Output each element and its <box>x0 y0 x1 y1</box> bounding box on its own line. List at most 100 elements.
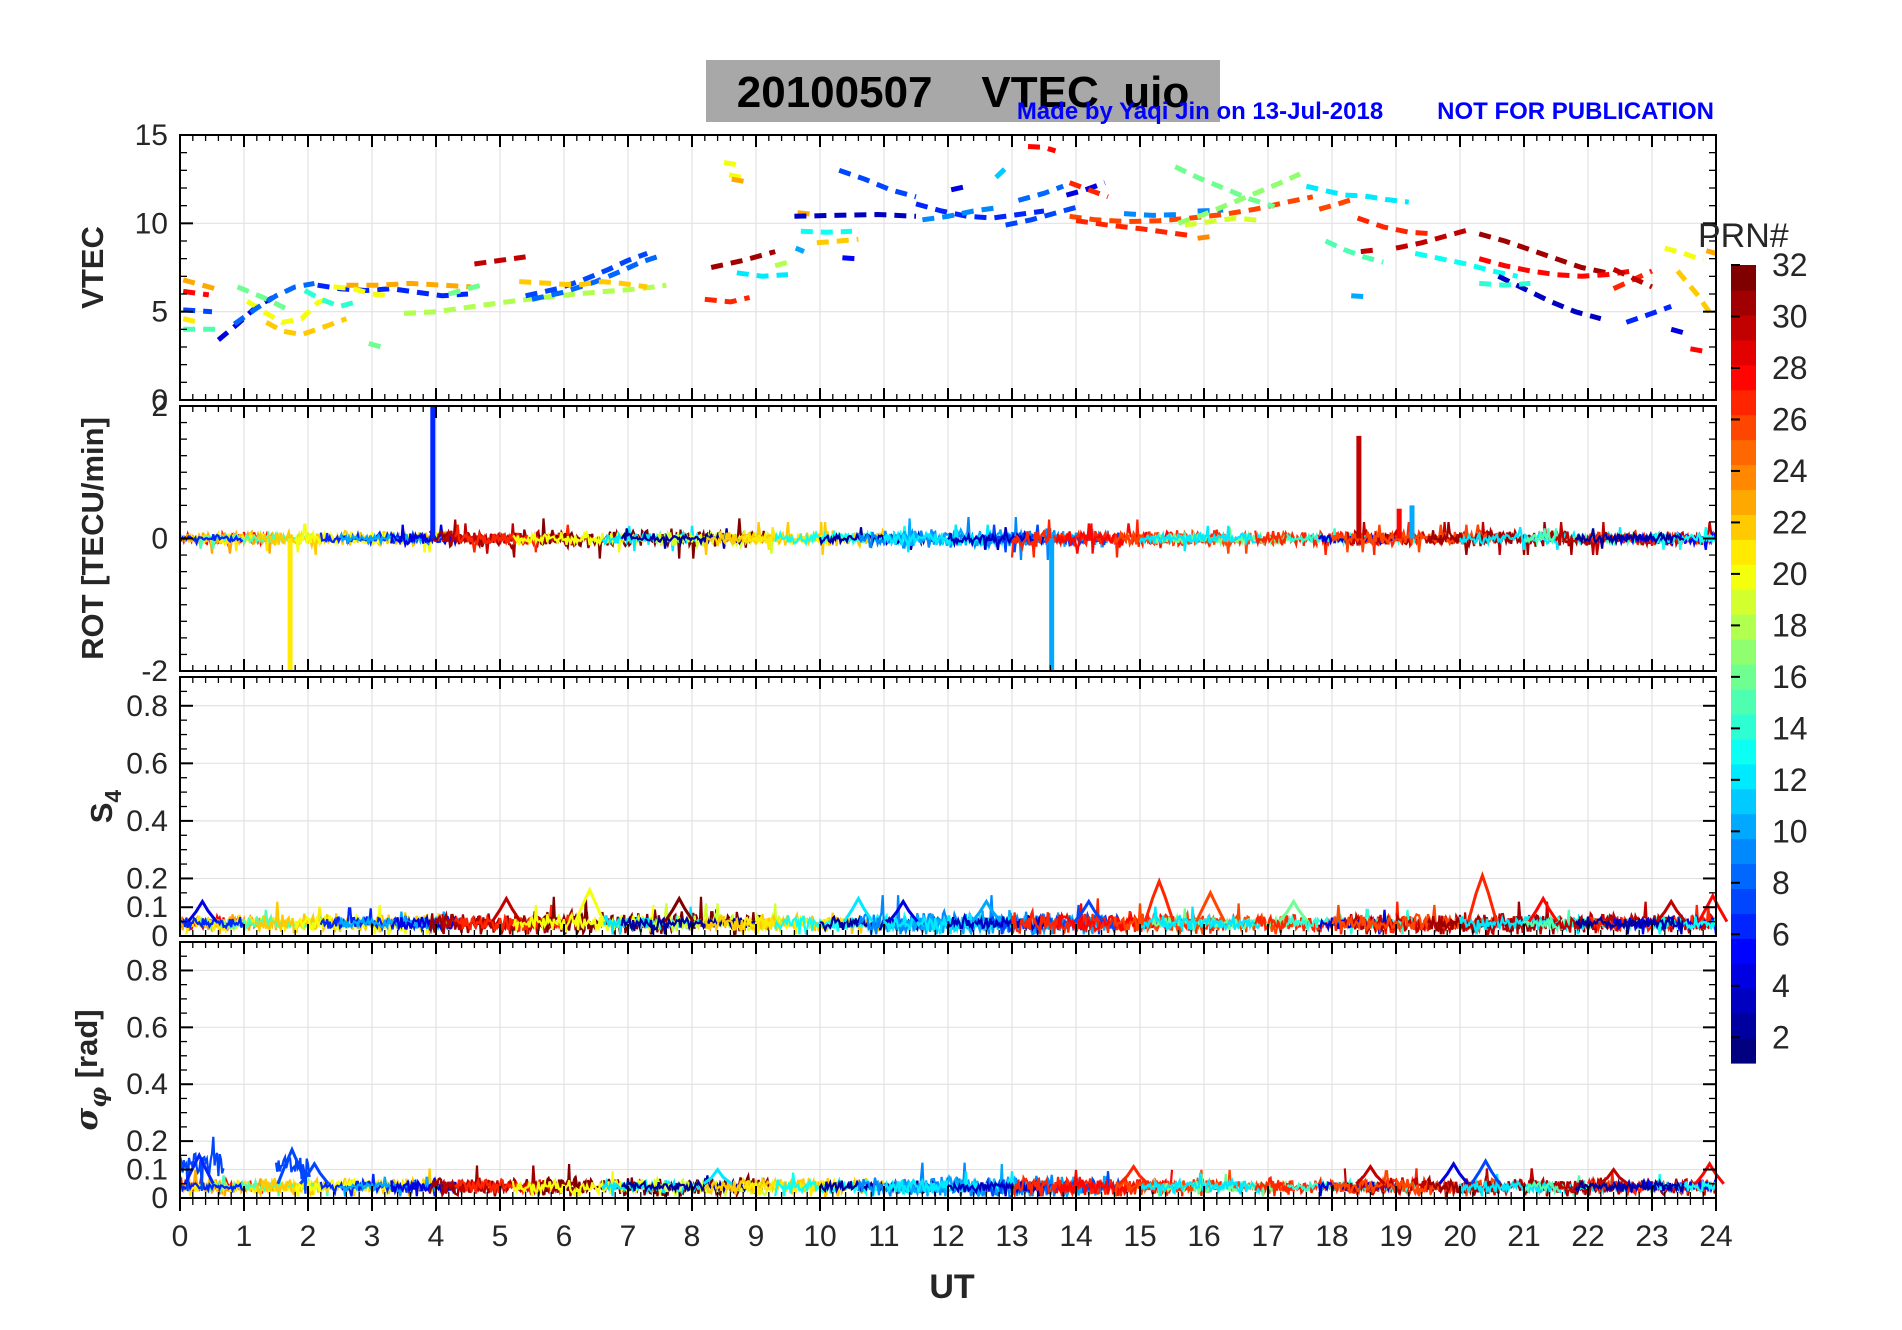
vtec-series <box>774 257 796 269</box>
vtec-series <box>723 159 739 168</box>
y-tick-label: -2 <box>141 655 168 688</box>
vtec-series <box>710 249 776 270</box>
vtec-series <box>1184 215 1262 228</box>
noise-band <box>179 533 244 547</box>
x-tick-label: 15 <box>1123 1220 1156 1253</box>
x-tick-label: 19 <box>1379 1220 1412 1253</box>
x-tick-label: 5 <box>492 1220 509 1253</box>
noise-band <box>1138 525 1262 552</box>
panel-grid-S4 <box>180 677 1716 936</box>
noise-band <box>319 907 444 935</box>
colorbar-tick-label: 18 <box>1772 607 1808 643</box>
x-tick-label: 13 <box>995 1220 1028 1253</box>
vtec-series <box>1123 211 1179 218</box>
vtec-series <box>794 212 917 219</box>
noise-band <box>179 1181 244 1194</box>
vtec-series <box>403 282 667 316</box>
colorbar-segment <box>1731 464 1756 491</box>
y-tick-label: 0.2 <box>126 1125 168 1158</box>
y-tick-label: 10 <box>135 207 168 240</box>
vtec-series <box>1069 194 1314 225</box>
colorbar-tick-label: 26 <box>1772 401 1808 437</box>
S4-peak <box>1466 871 1498 923</box>
vtec-series <box>1324 238 1384 265</box>
vtec-series <box>1305 183 1410 205</box>
panel-axes-sigma_phi: 00.10.2 0.4 0.6 0.8 σφ [rad] <box>69 941 1717 1215</box>
vtec-series <box>1351 293 1365 300</box>
colorbar-segment <box>1731 938 1756 964</box>
vtec-series <box>1174 164 1276 209</box>
vtec-series <box>842 255 856 262</box>
noise-band <box>1651 527 1717 550</box>
S4-peak <box>574 886 606 923</box>
y-tick-label: 0 <box>151 523 168 556</box>
x-tick-label: 22 <box>1571 1220 1604 1253</box>
colorbar-segment <box>1731 688 1756 715</box>
noise-band <box>1574 528 1685 549</box>
colorbar-title: PRN# <box>1698 217 1789 255</box>
noise-band <box>947 527 1045 551</box>
vtec-series <box>838 167 917 200</box>
x-tick-label: 6 <box>556 1220 573 1253</box>
y-axis-label-ROT: ROT [TECU/min] <box>75 417 110 660</box>
colorbar-segment <box>1731 564 1756 590</box>
colorbar-segment <box>1731 389 1756 416</box>
vtec-series <box>216 295 275 342</box>
vtec-series <box>346 280 472 290</box>
colorbar-segment <box>1731 838 1756 865</box>
colorbar-segment <box>1731 763 1756 790</box>
colorbar-tick-label: 2 <box>1772 1019 1790 1055</box>
noise-band <box>1574 1178 1685 1195</box>
noise-band <box>1426 521 1615 556</box>
vtec-series <box>474 254 526 267</box>
colorbar-segment <box>1731 514 1756 540</box>
noise-band <box>601 525 700 552</box>
sigma_phi-peak <box>702 1167 733 1186</box>
sigma_phi-peak <box>1694 1161 1725 1185</box>
vtec-series <box>1670 326 1692 338</box>
colorbar-tick-label: 6 <box>1772 916 1790 952</box>
vtec-series <box>182 288 210 298</box>
vtec-series <box>1478 256 1634 279</box>
S4-peak <box>1194 889 1226 923</box>
noise-band <box>1574 913 1685 935</box>
colorbar-tick-label: 24 <box>1772 453 1808 489</box>
x-tick-label: 9 <box>748 1220 765 1253</box>
vtec-series <box>1197 233 1218 241</box>
vtec-series <box>1356 215 1435 237</box>
noise-band <box>390 913 463 935</box>
y-tick-label: 15 <box>135 119 168 152</box>
S4-peak <box>843 895 874 923</box>
vtec-series <box>1664 245 1705 263</box>
x-tick-label: 0 <box>172 1220 189 1253</box>
colorbar-tick-label: 14 <box>1772 710 1808 746</box>
colorbar-segment <box>1731 639 1756 665</box>
colorbar-segment <box>1731 439 1756 466</box>
y-tick-label: 0.8 <box>126 690 168 723</box>
x-tick-label: 12 <box>931 1220 964 1253</box>
vtec-series <box>525 251 649 299</box>
vtec-series <box>731 176 747 185</box>
colorbar-segment <box>1731 589 1756 615</box>
colorbar-segment <box>1731 963 1756 989</box>
vtec-series <box>448 280 488 297</box>
vtec-series <box>950 183 968 193</box>
vtec-series <box>1625 304 1673 325</box>
vtec-series <box>303 288 360 309</box>
vtec-series <box>245 295 332 325</box>
x-tick-label: 18 <box>1315 1220 1348 1253</box>
title-background <box>706 60 1220 122</box>
noise-band <box>620 915 758 935</box>
x-axis-bottom: 0 1 2 3 4 5 6 7 8 9 10 11 12 13 14 15 16 17 18 19 20 21 22 23 24 <box>172 1198 1733 1253</box>
panel-axes-S4: 00.10.2 0.4 0.6 0.8 S4 <box>84 676 1717 953</box>
sigma_phi-peak <box>1598 1167 1629 1186</box>
colorbar-tick-label: 28 <box>1772 350 1808 386</box>
panel-grid-sigma_phi <box>180 942 1716 1198</box>
x-tick-label: 2 <box>300 1220 317 1253</box>
vtec-series <box>794 245 805 254</box>
vtec-series <box>1017 183 1065 203</box>
x-tick-label: 8 <box>684 1220 701 1253</box>
